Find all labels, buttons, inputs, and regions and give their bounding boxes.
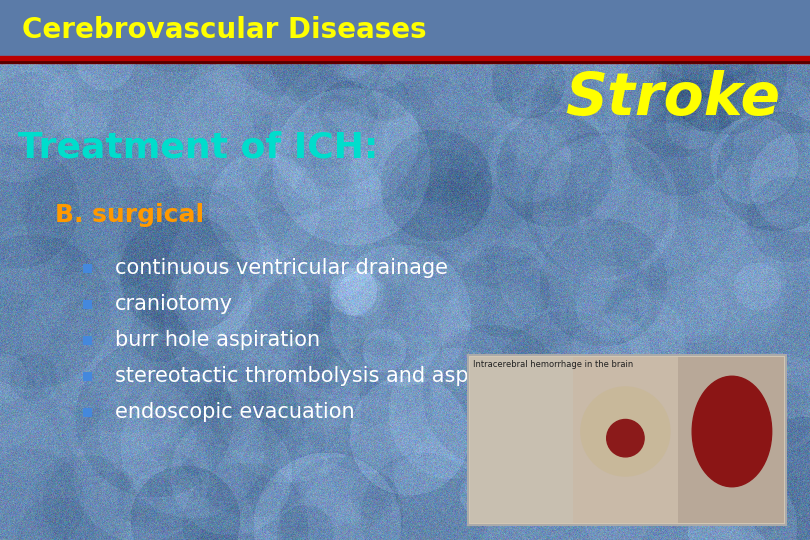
Text: Stroke: Stroke	[565, 70, 780, 126]
Text: Intracerebral hemorrhage in the brain: Intracerebral hemorrhage in the brain	[473, 360, 633, 369]
Text: Treatment of ICH:: Treatment of ICH:	[18, 131, 378, 165]
Circle shape	[607, 420, 644, 457]
Text: burr hole aspiration: burr hole aspiration	[115, 330, 320, 350]
Ellipse shape	[693, 376, 772, 487]
Text: Cerebrovascular Diseases: Cerebrovascular Diseases	[22, 16, 427, 44]
Bar	[678, 357, 784, 523]
Bar	[468, 355, 786, 525]
Bar	[83, 264, 92, 273]
Bar	[573, 357, 678, 523]
Bar	[83, 336, 92, 345]
Text: craniotomy: craniotomy	[115, 294, 233, 314]
Bar	[83, 300, 92, 309]
Bar	[0, 0, 810, 60]
Bar	[83, 372, 92, 381]
Text: endoscopic evacuation: endoscopic evacuation	[115, 402, 355, 422]
Circle shape	[581, 387, 670, 476]
Bar	[83, 408, 92, 417]
Text: B. surgical: B. surgical	[55, 203, 204, 227]
Text: stereotactic thrombolysis and aspiration: stereotactic thrombolysis and aspiration	[115, 366, 535, 386]
Bar	[470, 357, 573, 523]
Text: continuous ventricular drainage: continuous ventricular drainage	[115, 258, 448, 278]
